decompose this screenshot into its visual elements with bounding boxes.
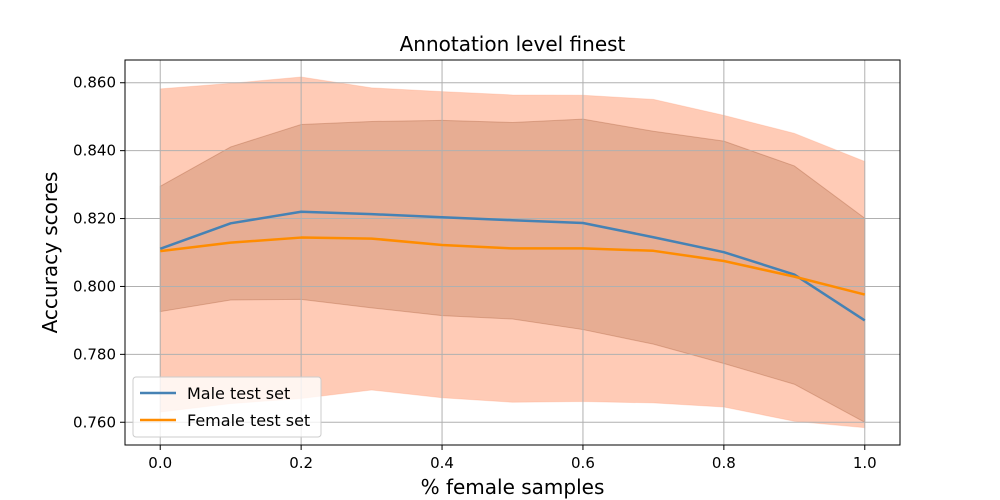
x-tick-label: 1.0 (853, 454, 877, 472)
x-axis-ticks: 0.0 0.2 0.4 0.6 0.8 1.0 (148, 445, 877, 472)
male-series-line (159, 210, 866, 322)
y-tick-label: 0.800 (73, 277, 116, 295)
x-tick-label: 0.8 (712, 454, 736, 472)
legend-label-male: Male test set (187, 384, 290, 403)
x-tick-label: 0.4 (430, 454, 454, 472)
legend-box (132, 376, 322, 438)
x-tick-label: 0.2 (289, 454, 313, 472)
y-tick-label: 0.860 (73, 74, 116, 92)
y-tick-label: 0.760 (73, 413, 116, 431)
x-axis-label: % female samples (421, 475, 605, 499)
chart-title: Annotation level finest (400, 32, 626, 56)
plot-frame (124, 59, 901, 446)
y-tick-label: 0.840 (73, 142, 116, 160)
x-tick-label: 0.6 (571, 454, 595, 472)
confidence-bands (159, 76, 866, 429)
y-tick-label: 0.820 (73, 210, 116, 228)
series-lines (159, 210, 866, 322)
y-axis-ticks: 0.760 0.780 0.800 0.820 0.840 0.860 (73, 74, 125, 431)
legend-label-female: Female test set (187, 411, 310, 430)
female-series-line (160, 236, 866, 296)
x-tick-label: 0.0 (148, 454, 172, 472)
legend: Male test set Female test set (132, 376, 322, 438)
y-axis-label: Accuracy scores (38, 172, 62, 334)
y-tick-label: 0.780 (73, 345, 116, 363)
